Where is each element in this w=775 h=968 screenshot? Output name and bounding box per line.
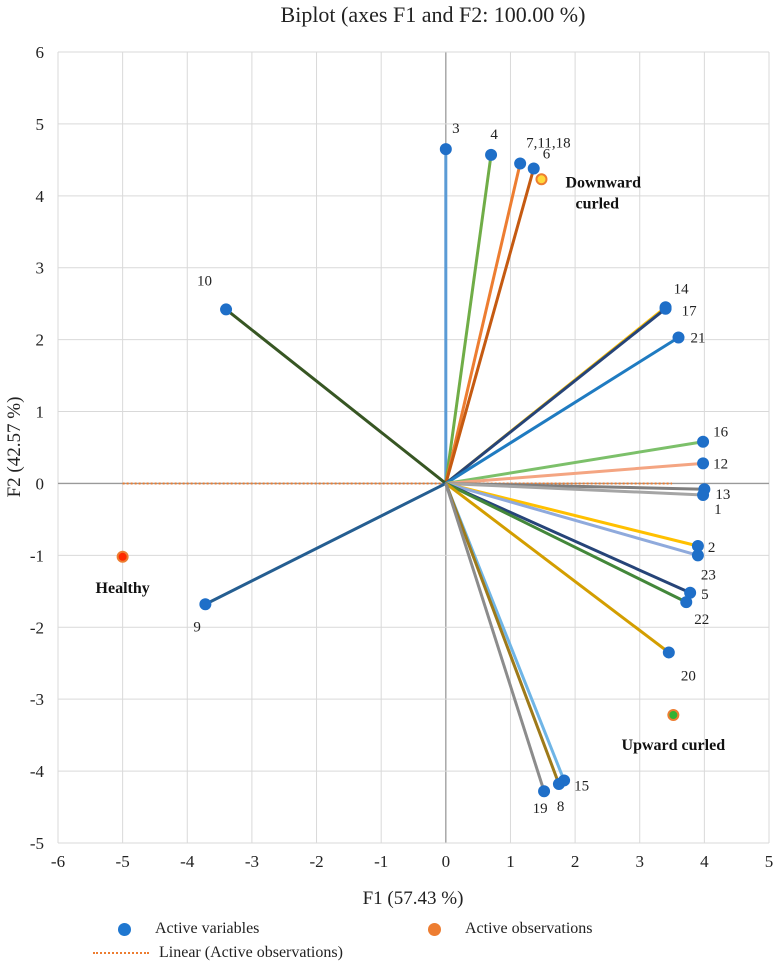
variable-label: 13 — [715, 487, 730, 503]
y-tick-label: 4 — [36, 187, 45, 206]
x-tick-label: 4 — [700, 852, 709, 871]
variable-label: 16 — [713, 425, 729, 441]
y-tick-label: 1 — [36, 403, 45, 422]
variable-vector-6 — [444, 168, 536, 484]
y-tick-label: 3 — [36, 259, 45, 278]
x-tick-label: -2 — [309, 852, 323, 871]
variable-label: 2 — [708, 540, 716, 556]
variable-vector-5 — [445, 482, 691, 595]
variable-point-20 — [662, 646, 675, 659]
observation-point-downward-curled — [535, 173, 548, 186]
variable-point-19 — [538, 785, 551, 798]
x-tick-label: 5 — [765, 852, 774, 871]
variable-label: 20 — [681, 668, 696, 684]
variable-vector-16 — [445, 440, 704, 485]
observation-label: curled — [575, 195, 619, 212]
observation-label: Downward — [565, 174, 641, 191]
variable-label: 9 — [193, 619, 201, 635]
y-axis-label: F2 (42.57 %) — [4, 397, 25, 498]
variable-point-17 — [659, 302, 672, 315]
x-tick-label: -1 — [374, 852, 388, 871]
variable-vector-19 — [444, 482, 546, 792]
x-tick-label: -4 — [180, 852, 195, 871]
variable-label: 12 — [713, 456, 728, 472]
variable-vector-12 — [445, 461, 704, 485]
variable-point-21 — [672, 331, 685, 344]
x-tick-label: -5 — [116, 852, 130, 871]
variable-point-8 — [552, 778, 565, 791]
variable-point-6 — [527, 162, 540, 175]
variable-label: 6 — [543, 146, 551, 162]
x-tick-label: 0 — [442, 852, 451, 871]
variable-label: 4 — [490, 127, 498, 143]
variable-label: 19 — [533, 801, 548, 817]
variable-vector-7-11-18 — [444, 163, 522, 484]
y-tick-label: 2 — [36, 331, 45, 350]
variable-label: 21 — [691, 330, 706, 346]
variable-label: 5 — [701, 587, 709, 603]
variable-point-10 — [220, 303, 233, 316]
x-axis-label: F1 (57.43 %) — [363, 888, 464, 909]
y-tick-label: -1 — [30, 546, 44, 565]
x-tick-label: 2 — [571, 852, 580, 871]
variable-point-22 — [680, 596, 693, 609]
variable-vector-17 — [444, 307, 667, 485]
y-tick-label: -2 — [30, 618, 44, 637]
variable-point-3 — [439, 143, 452, 156]
variable-label: 17 — [682, 304, 698, 320]
variable-label: 1 — [714, 502, 722, 518]
variable-point-9 — [199, 598, 212, 611]
variable-vector-23 — [445, 482, 699, 557]
variable-vector-9 — [204, 482, 447, 606]
y-tick-label: 0 — [36, 474, 45, 493]
variable-point-16 — [697, 435, 710, 448]
variable-label: 22 — [694, 612, 709, 628]
observation-label: Healthy — [96, 580, 150, 597]
variable-vector-21 — [445, 336, 680, 485]
chart-title: Biplot (axes F1 and F2: 100.00 %) — [281, 2, 586, 27]
observation-label: Upward curled — [622, 737, 726, 754]
variable-vectors — [204, 149, 705, 792]
grid-lines — [57, 51, 770, 844]
variable-label: 23 — [701, 567, 716, 583]
x-tick-label: -6 — [51, 852, 65, 871]
variable-point-7-11-18 — [514, 157, 527, 170]
variable-label: 14 — [674, 281, 690, 297]
variable-point-23 — [691, 549, 704, 562]
y-tick-label: 5 — [36, 115, 45, 134]
x-tick-label: 3 — [635, 852, 644, 871]
y-tick-labels: -5 -4 -3 -2 -1 0 1 2 3 4 5 6 — [30, 43, 45, 853]
variable-vector-22 — [445, 482, 687, 604]
variable-vector-8 — [444, 482, 561, 785]
variable-points — [199, 143, 711, 798]
y-tick-label: -5 — [30, 834, 44, 853]
variable-vector-10 — [225, 308, 447, 485]
y-tick-label: 6 — [36, 43, 45, 62]
variable-vector-1 — [445, 481, 704, 497]
variable-label: 15 — [574, 778, 589, 794]
variable-vector-20 — [444, 482, 670, 654]
variable-label: 3 — [452, 121, 460, 137]
variable-point-1 — [697, 488, 710, 501]
variable-label: 8 — [557, 799, 565, 815]
observation-points: Downward curled Healthy Upward curled — [96, 173, 726, 754]
variable-point-4 — [485, 148, 498, 161]
x-tick-label: -3 — [245, 852, 259, 871]
observation-point-upward-curled — [667, 709, 680, 722]
x-tick-label: 1 — [506, 852, 515, 871]
x-tick-labels: -6 -5 -4 -3 -2 -1 0 1 2 3 4 5 — [51, 852, 773, 871]
variable-vector-4 — [444, 154, 493, 484]
y-tick-label: -4 — [30, 762, 45, 781]
observation-point-healthy — [116, 550, 129, 563]
y-tick-label: -3 — [30, 690, 44, 709]
variable-point-12 — [697, 457, 710, 470]
variable-label: 7,11,18 — [526, 135, 570, 151]
variable-label: 10 — [197, 273, 212, 289]
